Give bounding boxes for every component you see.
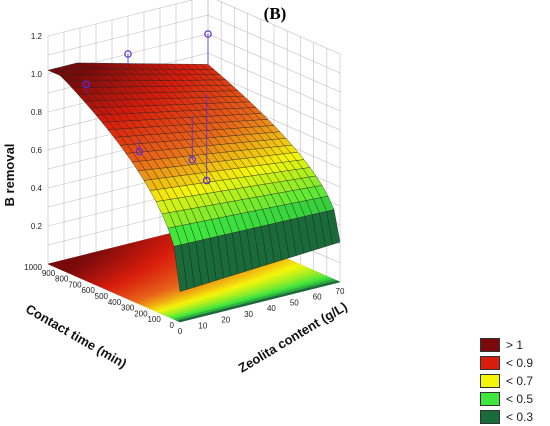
axis-ticks: 0.20.40.60.81.01.20100200300400500600700… bbox=[24, 32, 345, 336]
y-tick-label: 400 bbox=[108, 298, 122, 307]
legend-label: < 0.9 bbox=[506, 356, 534, 370]
legend-swatch bbox=[480, 338, 500, 352]
z-tick-label: 0.6 bbox=[31, 146, 43, 155]
x-tick-label: 0 bbox=[178, 327, 183, 336]
x-tick-label: 40 bbox=[267, 304, 276, 313]
y-tick-label: 600 bbox=[81, 286, 95, 295]
panel-label: (B) bbox=[263, 4, 287, 23]
z-tick-label: 0.8 bbox=[31, 108, 43, 117]
legend-label: < 0.5 bbox=[506, 392, 534, 406]
z-tick-label: 1.0 bbox=[31, 70, 43, 79]
x-tick-label: 30 bbox=[244, 310, 253, 319]
legend-item: < 0.7 bbox=[480, 372, 533, 390]
y-axis-label: Contact time (min) bbox=[23, 301, 129, 371]
data-point bbox=[202, 176, 211, 185]
z-tick-label: 1.2 bbox=[31, 32, 43, 41]
legend-label: < 0.3 bbox=[506, 410, 534, 424]
legend-item: < 0.3 bbox=[480, 408, 533, 426]
legend-swatch bbox=[480, 356, 500, 370]
data-point bbox=[124, 50, 132, 58]
legend: > 1 < 0.9 < 0.7 < 0.5 < 0.3 bbox=[480, 336, 533, 426]
y-tick-label: 900 bbox=[42, 269, 56, 278]
data-point bbox=[204, 30, 212, 38]
y-tick-label: 800 bbox=[55, 275, 69, 284]
y-tick-label: 200 bbox=[134, 309, 148, 318]
data-points bbox=[82, 30, 212, 185]
x-tick-label: 20 bbox=[221, 316, 230, 325]
y-tick-label: 500 bbox=[95, 292, 109, 301]
data-point bbox=[82, 80, 90, 89]
x-tick-label: 70 bbox=[336, 287, 345, 296]
legend-item: > 1 bbox=[480, 336, 533, 354]
legend-swatch bbox=[480, 410, 500, 424]
response-surface bbox=[47, 62, 341, 292]
x-tick-label: 50 bbox=[290, 298, 299, 307]
legend-item: < 0.5 bbox=[480, 390, 533, 408]
z-axis-label: B removal bbox=[2, 144, 17, 207]
legend-swatch bbox=[480, 392, 500, 406]
legend-label: < 0.7 bbox=[506, 374, 534, 388]
legend-label: > 1 bbox=[506, 338, 524, 352]
data-point bbox=[135, 147, 144, 156]
x-tick-label: 60 bbox=[313, 293, 322, 302]
y-tick-label: 100 bbox=[147, 315, 161, 324]
y-tick-label: 300 bbox=[121, 304, 135, 313]
y-tick-label: 0 bbox=[170, 321, 175, 330]
y-tick-label: 700 bbox=[68, 280, 82, 289]
legend-swatch bbox=[480, 374, 500, 388]
data-point bbox=[188, 156, 197, 164]
z-tick-label: 0.4 bbox=[31, 184, 43, 193]
x-tick-label: 10 bbox=[198, 321, 207, 330]
y-tick-label: 1000 bbox=[24, 263, 42, 272]
z-tick-label: 0.2 bbox=[31, 222, 43, 231]
legend-item: < 0.9 bbox=[480, 354, 533, 372]
